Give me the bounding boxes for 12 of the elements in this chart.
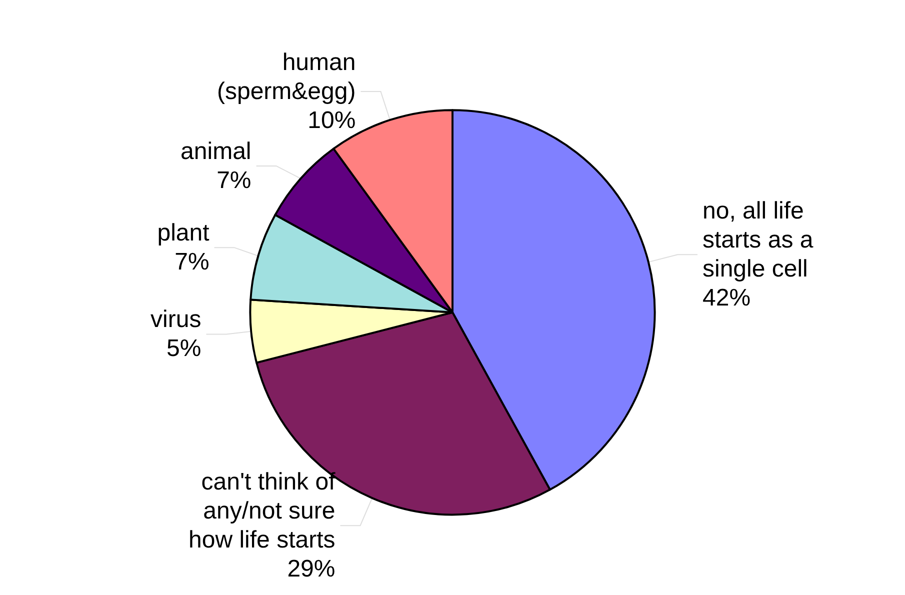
data-label: 7% bbox=[174, 248, 210, 276]
slice-label: human (sperm&egg) bbox=[216, 48, 356, 105]
slice-label: can't think of any/not sure how life starts bbox=[188, 468, 336, 554]
slice-label: virus bbox=[150, 306, 202, 334]
data-label: 7% bbox=[216, 166, 252, 194]
slice-label: no, all life starts as a single cell bbox=[702, 198, 814, 283]
data-label: 29% bbox=[287, 556, 336, 583]
slice-label: animal bbox=[180, 138, 252, 165]
data-label: 10% bbox=[308, 106, 356, 134]
data-label: 5% bbox=[166, 335, 202, 362]
data-label: 42% bbox=[702, 284, 751, 312]
slice-label: plant bbox=[157, 220, 210, 247]
